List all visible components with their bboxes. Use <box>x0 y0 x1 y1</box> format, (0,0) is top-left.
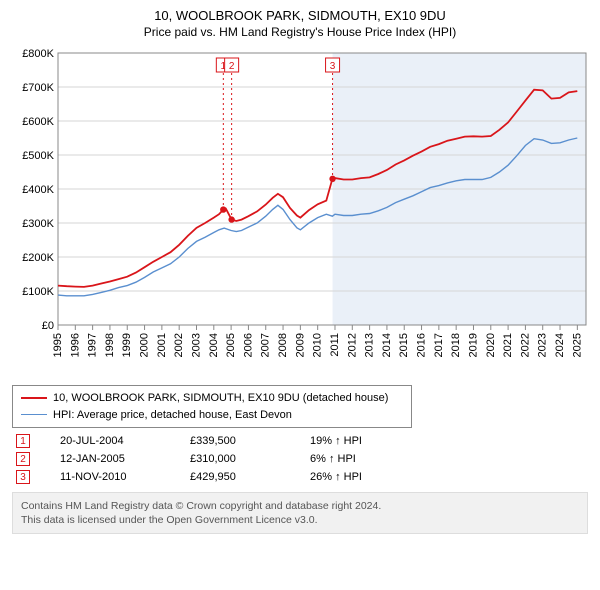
sale-row: 2 12-JAN-2005£310,0006% ↑ HPI <box>12 452 588 466</box>
svg-text:2009: 2009 <box>294 333 306 357</box>
svg-text:2: 2 <box>229 61 235 72</box>
svg-text:2016: 2016 <box>416 333 428 357</box>
svg-text:2021: 2021 <box>502 333 514 357</box>
attribution-line-1: Contains HM Land Registry data © Crown c… <box>21 499 579 513</box>
svg-text:£600K: £600K <box>22 116 54 128</box>
svg-text:2017: 2017 <box>433 333 445 357</box>
svg-text:£0: £0 <box>42 320 54 332</box>
svg-text:2018: 2018 <box>450 333 462 357</box>
svg-text:2002: 2002 <box>173 333 185 357</box>
svg-text:2019: 2019 <box>467 333 479 357</box>
svg-text:2010: 2010 <box>312 333 324 357</box>
sale-date: 20-JUL-2004 <box>60 435 190 447</box>
svg-text:£300K: £300K <box>22 218 54 230</box>
svg-text:2022: 2022 <box>519 333 531 357</box>
svg-text:1998: 1998 <box>104 333 116 357</box>
legend-label-property: 10, WOOLBROOK PARK, SIDMOUTH, EX10 9DU (… <box>53 390 388 407</box>
svg-text:2013: 2013 <box>364 333 376 357</box>
sale-date: 11-NOV-2010 <box>60 471 190 483</box>
chart-title: 10, WOOLBROOK PARK, SIDMOUTH, EX10 9DU <box>10 8 590 23</box>
svg-text:1995: 1995 <box>52 333 64 357</box>
legend: 10, WOOLBROOK PARK, SIDMOUTH, EX10 9DU (… <box>12 385 412 428</box>
attribution-line-2: This data is licensed under the Open Gov… <box>21 513 579 527</box>
legend-swatch-hpi <box>21 414 47 415</box>
sale-row: 1 20-JUL-2004£339,50019% ↑ HPI <box>12 434 588 448</box>
svg-text:2023: 2023 <box>537 333 549 357</box>
svg-text:£800K: £800K <box>22 48 54 60</box>
svg-text:2001: 2001 <box>156 333 168 357</box>
svg-text:2024: 2024 <box>554 333 566 357</box>
svg-text:2006: 2006 <box>242 333 254 357</box>
svg-text:£200K: £200K <box>22 252 54 264</box>
svg-text:1999: 1999 <box>121 333 133 357</box>
svg-text:£400K: £400K <box>22 184 54 196</box>
sale-diff: 26% ↑ HPI <box>310 471 410 483</box>
attribution: Contains HM Land Registry data © Crown c… <box>12 492 588 534</box>
svg-text:£100K: £100K <box>22 286 54 298</box>
sale-price: £429,950 <box>190 471 310 483</box>
svg-text:2015: 2015 <box>398 333 410 357</box>
svg-text:2005: 2005 <box>225 333 237 357</box>
price-chart: £0 £100K £200K £300K £400K £500K £600K £700K £80… <box>10 47 590 377</box>
svg-text:2003: 2003 <box>190 333 202 357</box>
svg-text:2020: 2020 <box>485 333 497 357</box>
svg-text:2011: 2011 <box>329 333 341 357</box>
chart-subtitle: Price paid vs. HM Land Registry's House … <box>10 25 590 39</box>
svg-text:2000: 2000 <box>139 333 151 357</box>
svg-text:2025: 2025 <box>571 333 583 357</box>
svg-text:1997: 1997 <box>87 333 99 357</box>
svg-text:2012: 2012 <box>346 333 358 357</box>
svg-text:1996: 1996 <box>69 333 81 357</box>
sale-marker: 2 <box>16 452 30 466</box>
legend-row-hpi: HPI: Average price, detached house, East… <box>21 407 403 424</box>
svg-text:2014: 2014 <box>381 333 393 357</box>
legend-row-property: 10, WOOLBROOK PARK, SIDMOUTH, EX10 9DU (… <box>21 390 403 407</box>
svg-text:2007: 2007 <box>260 333 272 357</box>
svg-text:£700K: £700K <box>22 82 54 94</box>
sale-date: 12-JAN-2005 <box>60 453 190 465</box>
sale-diff: 6% ↑ HPI <box>310 453 410 465</box>
sale-diff: 19% ↑ HPI <box>310 435 410 447</box>
legend-swatch-property <box>21 397 47 399</box>
sale-marker: 3 <box>16 470 30 484</box>
svg-text:2008: 2008 <box>277 333 289 357</box>
sale-price: £339,500 <box>190 435 310 447</box>
svg-text:3: 3 <box>330 61 336 72</box>
sale-marker: 1 <box>16 434 30 448</box>
sale-row: 3 11-NOV-2010£429,95026% ↑ HPI <box>12 470 588 484</box>
sale-price: £310,000 <box>190 453 310 465</box>
legend-label-hpi: HPI: Average price, detached house, East… <box>53 407 292 424</box>
svg-text:£500K: £500K <box>22 150 54 162</box>
svg-text:2004: 2004 <box>208 333 220 357</box>
